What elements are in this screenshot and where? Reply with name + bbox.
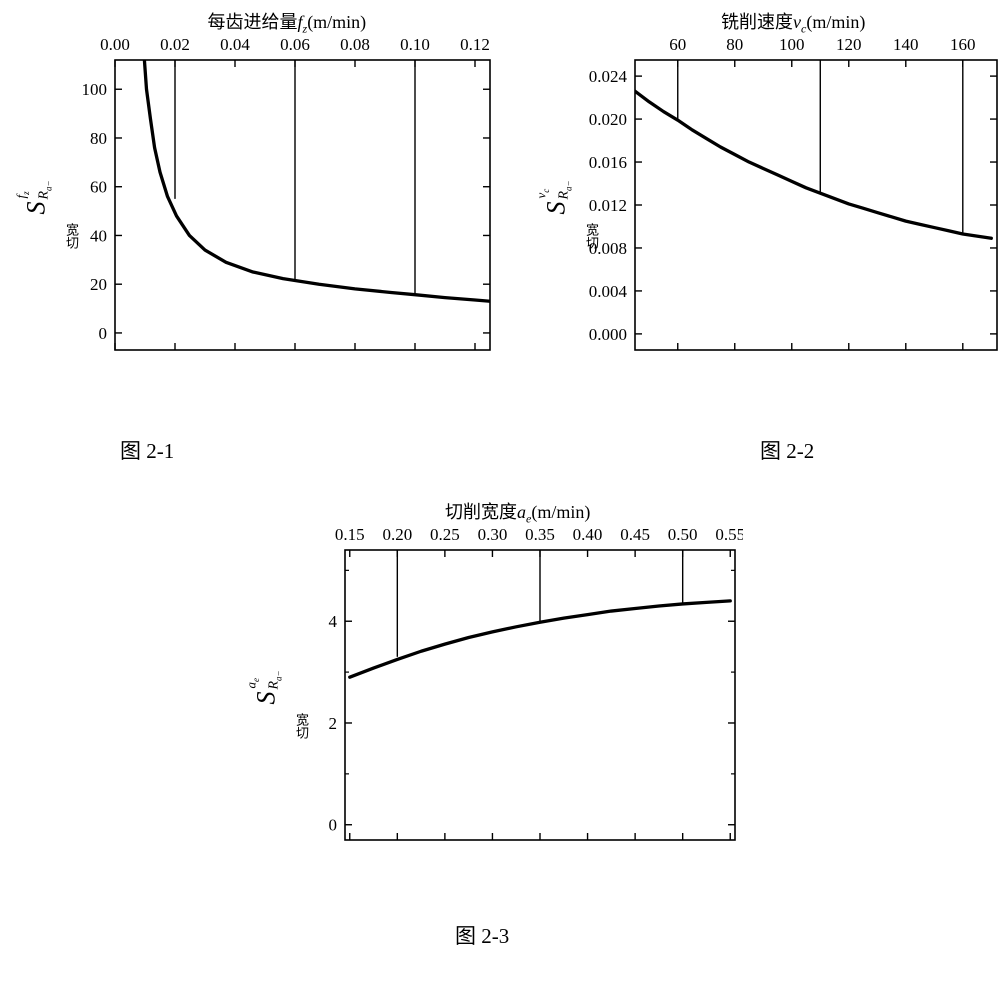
caption-2-2: 图 2-2 [760,435,814,465]
svg-text:60: 60 [90,178,107,197]
svg-text:0.25: 0.25 [430,525,460,544]
svg-text:100: 100 [82,80,108,99]
svg-text:80: 80 [726,35,743,54]
svg-text:0.004: 0.004 [589,282,628,301]
svg-text:0.50: 0.50 [668,525,698,544]
caption-2-3: 图 2-3 [455,920,509,950]
chart-3-title: 切削宽度ae(m/min) [445,498,590,527]
svg-text:4: 4 [329,612,338,631]
svg-text:0.35: 0.35 [525,525,555,544]
svg-text:0.10: 0.10 [400,35,430,54]
svg-text:0.55: 0.55 [715,525,743,544]
svg-text:0.012: 0.012 [589,196,627,215]
svg-text:20: 20 [90,275,107,294]
svg-text:120: 120 [836,35,862,54]
svg-text:140: 140 [893,35,919,54]
svg-text:0.40: 0.40 [573,525,603,544]
svg-text:0.06: 0.06 [280,35,310,54]
svg-text:0.20: 0.20 [382,525,412,544]
svg-text:0.020: 0.020 [589,110,627,129]
chart-1-svg: 0.00 0.02 0.04 0.06 0.08 0.10 0.12 0 20 40 60 80 100 [0,0,498,360]
svg-text:0.45: 0.45 [620,525,650,544]
svg-text:80: 80 [90,129,107,148]
chart-2-ylabel: SvcRa−宽切 [550,195,563,221]
svg-text:100: 100 [779,35,805,54]
svg-text:0.04: 0.04 [220,35,250,54]
chart-3-ylabel: SaeRa−宽切 [260,685,273,711]
svg-text:0.08: 0.08 [340,35,370,54]
chart-2-panel: 铣削速度vc(m/min) SvcRa−宽切 60801001201401600… [510,0,998,360]
svg-text:0: 0 [329,816,338,835]
svg-text:0.12: 0.12 [460,35,490,54]
svg-text:160: 160 [950,35,976,54]
chart-1-ylabel: SfzRa−宽切 [30,195,43,221]
svg-text:0.30: 0.30 [478,525,508,544]
chart-3-svg: 0.15 0.20 0.25 0.30 0.35 0.40 0.45 0.50 0.55 0 2 4 [245,490,743,850]
svg-text:0.024: 0.024 [589,67,628,86]
svg-text:2: 2 [329,714,338,733]
svg-text:0.15: 0.15 [335,525,365,544]
svg-text:0: 0 [99,324,108,343]
svg-text:0.016: 0.016 [589,153,627,172]
svg-text:0.000: 0.000 [589,325,627,344]
caption-2-1: 图 2-1 [120,435,174,465]
svg-text:0.02: 0.02 [160,35,190,54]
svg-text:0.00: 0.00 [100,35,130,54]
chart-2-svg: 60801001201401600.0000.0040.0080.0120.01… [510,0,998,360]
chart-3-panel: 切削宽度ae(m/min) SaeRa−宽切 0.150.200.250.300… [245,490,743,850]
svg-text:40: 40 [90,226,107,245]
chart-1-title: 每齿进给量fz(m/min) [208,8,367,37]
svg-text:60: 60 [669,35,686,54]
chart-1-panel: 每齿进给量fz(m/min) SfzRa−宽切 0.00 0.02 0.04 0.06… [0,0,498,360]
chart-2-title: 铣削速度vc(m/min) [721,8,865,37]
